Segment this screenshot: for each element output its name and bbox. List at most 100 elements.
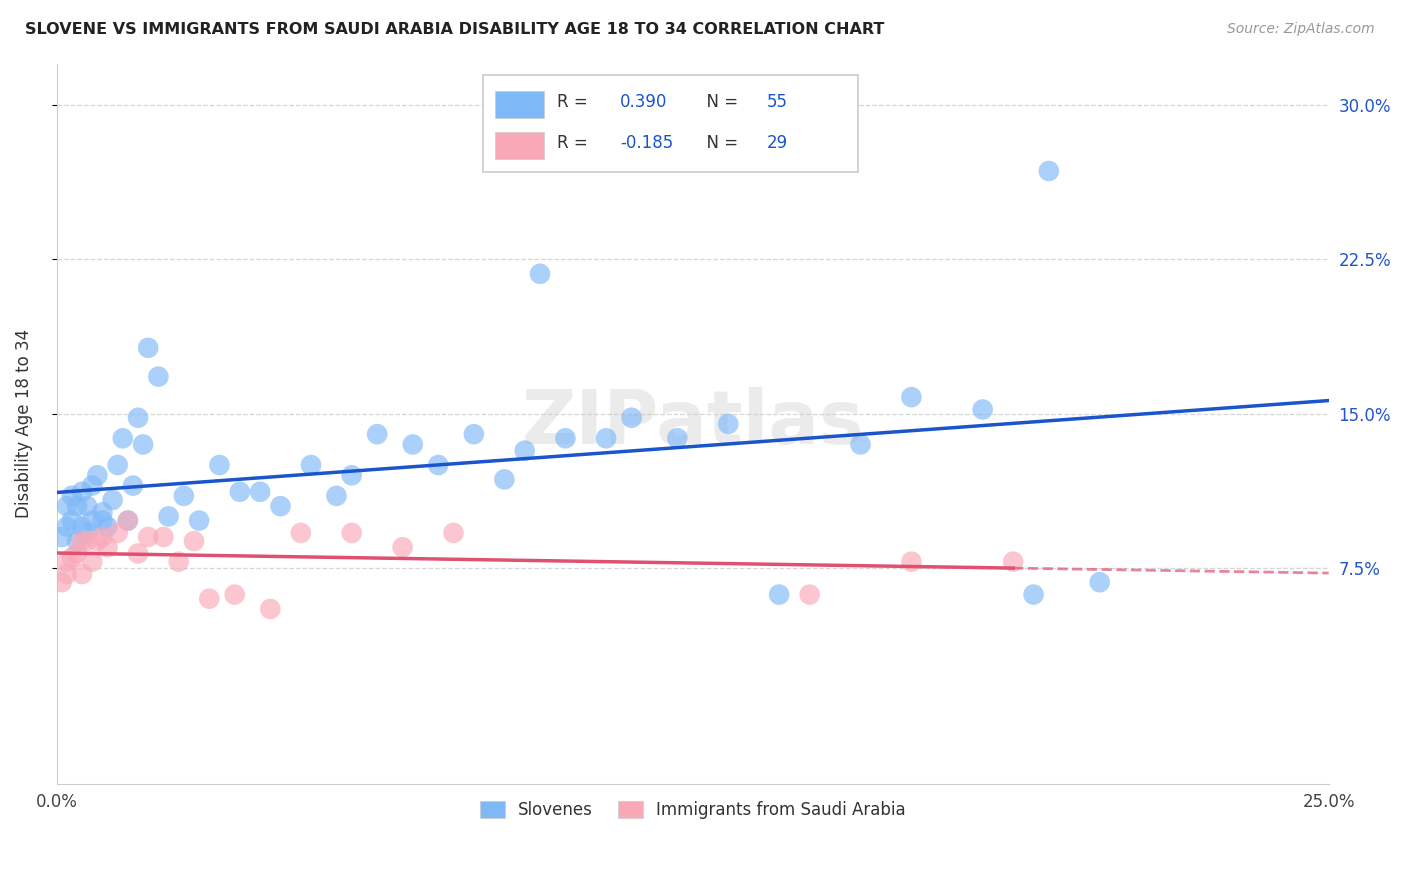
Point [136, 530, 159, 544]
Point [132, 437, 155, 451]
Point [86, 468, 108, 483]
Point [91, 530, 114, 544]
Point [1022, 588, 1045, 602]
Point [66, 499, 89, 513]
Point [91, 514, 114, 528]
Point [76, 534, 98, 549]
Point [900, 555, 922, 569]
Point [173, 489, 195, 503]
Point [1002, 555, 1025, 569]
Point [56, 519, 79, 533]
FancyBboxPatch shape [482, 75, 858, 172]
Point [1038, 164, 1060, 178]
Point [402, 437, 425, 451]
Legend: Slovenes, Immigrants from Saudi Arabia: Slovenes, Immigrants from Saudi Arabia [472, 794, 912, 826]
Point [51, 575, 73, 590]
Point [70, 484, 93, 499]
Point [269, 499, 291, 513]
Text: N =: N = [696, 93, 744, 112]
Point [198, 591, 221, 606]
Point [900, 390, 922, 404]
Text: Source: ZipAtlas.com: Source: ZipAtlas.com [1227, 22, 1375, 37]
Point [127, 546, 149, 560]
Point [60, 550, 83, 565]
Point [972, 402, 994, 417]
Point [427, 458, 450, 472]
Point [366, 427, 388, 442]
Point [183, 534, 205, 549]
Point [152, 530, 174, 544]
Point [391, 541, 413, 555]
Point [554, 431, 576, 445]
Point [117, 514, 139, 528]
Point [107, 458, 129, 472]
Point [167, 555, 190, 569]
Point [96, 519, 118, 533]
Point [76, 499, 98, 513]
Point [70, 519, 93, 533]
Point [66, 534, 89, 549]
Point [799, 588, 821, 602]
Point [82, 478, 104, 492]
Point [229, 484, 252, 499]
Text: 55: 55 [766, 93, 787, 112]
Point [620, 410, 643, 425]
Point [56, 499, 79, 513]
Text: N =: N = [696, 134, 744, 153]
Point [66, 546, 89, 560]
Point [224, 588, 246, 602]
FancyBboxPatch shape [495, 132, 544, 159]
Point [494, 472, 516, 486]
Point [666, 431, 689, 445]
Text: R =: R = [557, 134, 592, 153]
Point [463, 427, 485, 442]
Point [86, 534, 108, 549]
Text: -0.185: -0.185 [620, 134, 673, 153]
Point [111, 431, 134, 445]
Point [768, 588, 790, 602]
Point [325, 489, 347, 503]
Point [290, 525, 312, 540]
Point [136, 341, 159, 355]
Point [340, 525, 363, 540]
FancyBboxPatch shape [495, 91, 544, 118]
Point [122, 478, 145, 492]
Point [529, 267, 551, 281]
Text: 0.390: 0.390 [620, 93, 668, 112]
Text: ZIPatlas: ZIPatlas [522, 387, 863, 460]
Point [513, 443, 536, 458]
Point [117, 514, 139, 528]
Point [70, 566, 93, 581]
Point [70, 534, 93, 549]
Point [60, 514, 83, 528]
Point [60, 489, 83, 503]
Point [51, 530, 73, 544]
Text: SLOVENE VS IMMIGRANTS FROM SAUDI ARABIA DISABILITY AGE 18 TO 34 CORRELATION CHAR: SLOVENE VS IMMIGRANTS FROM SAUDI ARABIA … [25, 22, 884, 37]
Point [849, 437, 872, 451]
Point [157, 509, 180, 524]
Point [76, 525, 98, 540]
Point [208, 458, 231, 472]
Text: R =: R = [557, 93, 592, 112]
Point [1088, 575, 1111, 590]
Point [249, 484, 271, 499]
Point [188, 514, 211, 528]
Text: 29: 29 [766, 134, 787, 153]
Point [717, 417, 740, 431]
Point [299, 458, 322, 472]
Point [107, 525, 129, 540]
Point [91, 505, 114, 519]
Point [101, 493, 124, 508]
Point [443, 525, 465, 540]
Point [56, 566, 79, 581]
Point [56, 555, 79, 569]
Point [96, 541, 118, 555]
Point [148, 369, 170, 384]
Point [259, 602, 281, 616]
Point [595, 431, 617, 445]
Y-axis label: Disability Age 18 to 34: Disability Age 18 to 34 [15, 329, 32, 518]
Point [127, 410, 149, 425]
Point [82, 555, 104, 569]
Point [340, 468, 363, 483]
Point [82, 514, 104, 528]
